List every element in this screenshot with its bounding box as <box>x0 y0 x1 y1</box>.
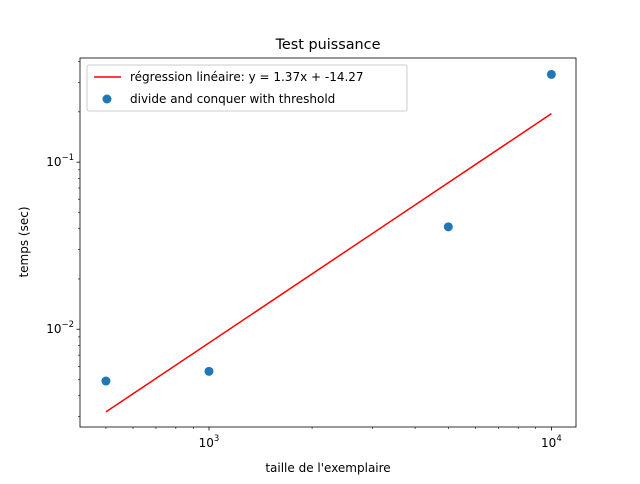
legend: régression linéaire: y = 1.37x + -14.27 d… <box>86 64 408 112</box>
legend-entry-label: divide and conquer with threshold <box>130 92 335 106</box>
data-point <box>443 222 453 232</box>
x-axis-label: taille de l'exemplaire <box>265 461 390 475</box>
data-point <box>204 366 214 376</box>
legend-marker-swatch <box>102 94 112 104</box>
y-tick-label: 10−1 <box>46 153 74 169</box>
plot-area: 103 104 10−2 10−1 <box>46 57 577 450</box>
chart-title: Test puissance <box>275 37 381 53</box>
regression-line <box>105 113 552 413</box>
axes-frame <box>79 57 577 428</box>
legend-box <box>86 64 408 112</box>
data-point <box>101 376 111 386</box>
x-tick-label: 104 <box>541 434 562 450</box>
y-tick-label: 10−2 <box>46 320 74 336</box>
x-tick-label: 103 <box>199 434 220 450</box>
data-point <box>546 69 556 79</box>
y-axis-label: temps (sec) <box>17 206 31 277</box>
legend-entry-label: régression linéaire: y = 1.37x + -14.27 <box>130 70 364 84</box>
